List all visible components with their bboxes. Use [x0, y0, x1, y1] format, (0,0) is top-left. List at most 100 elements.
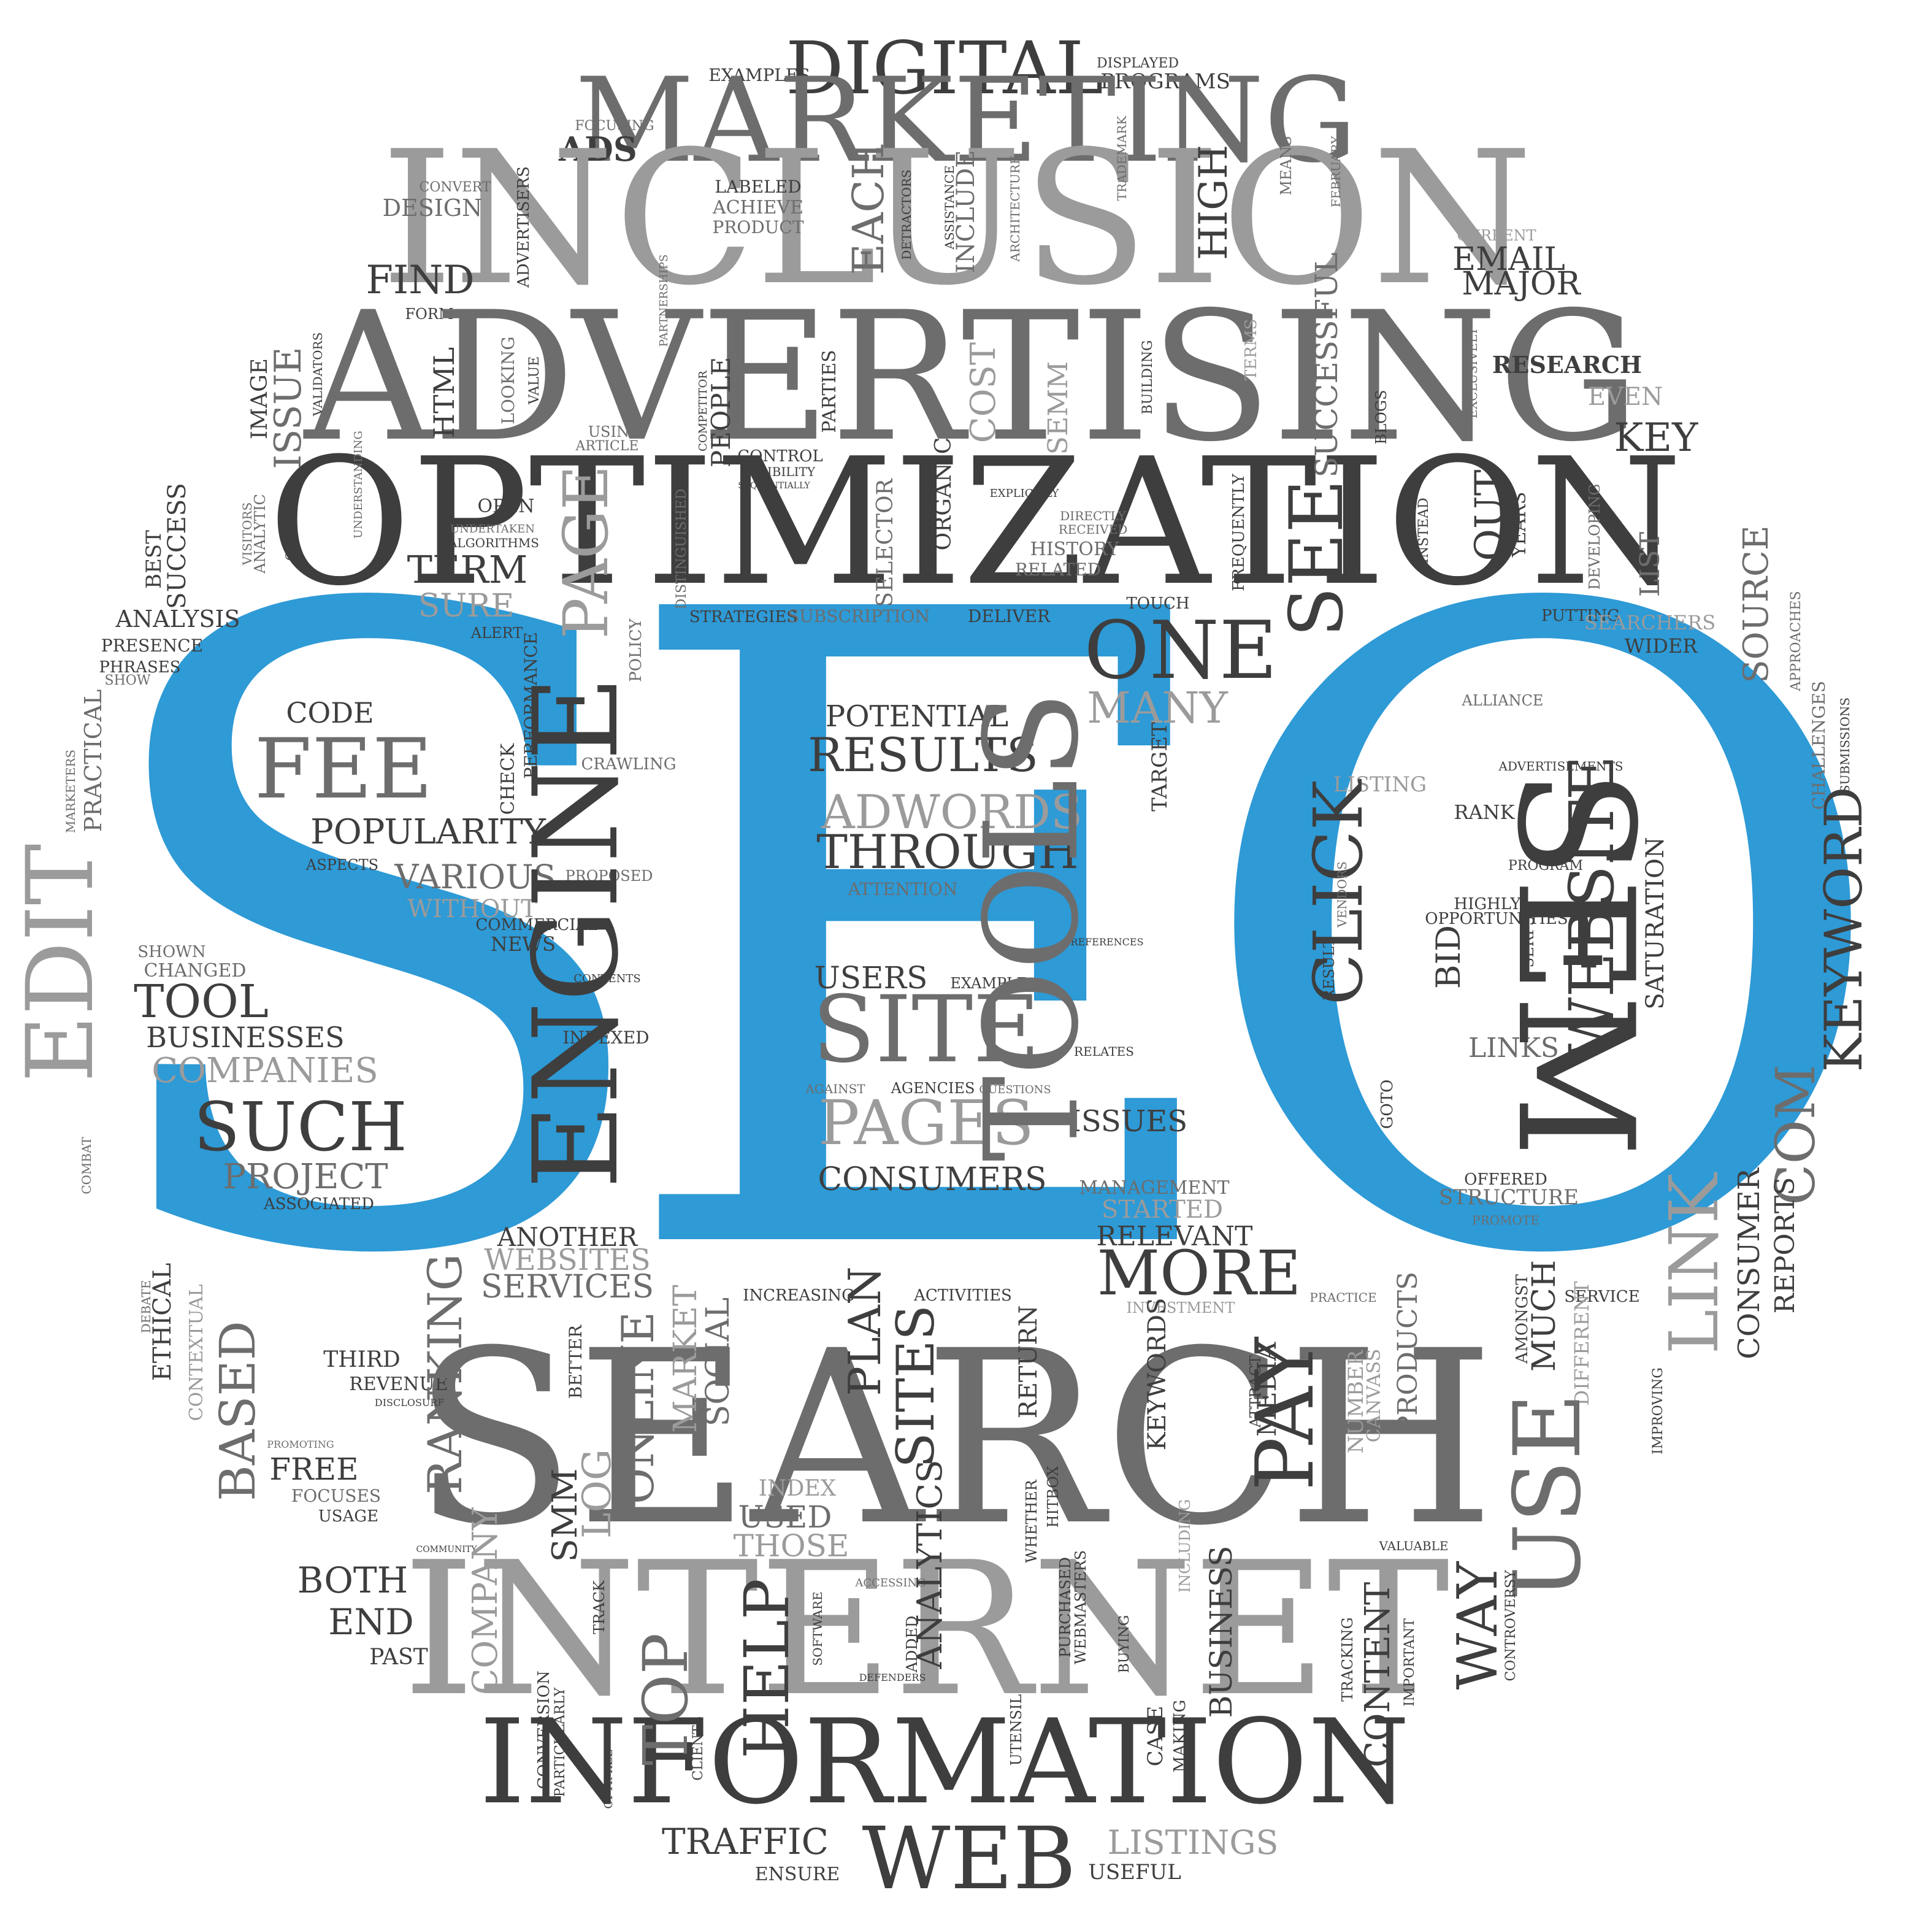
cloud-word-hitbox: HITBOX	[1045, 1466, 1062, 1528]
cloud-word-practical: PRACTICAL	[80, 690, 107, 832]
cloud-word-such: SUCH	[194, 1088, 407, 1166]
cloud-word-check: CHECK	[497, 743, 519, 815]
cloud-word-product: PRODUCT	[712, 217, 803, 237]
cloud-word-consumer: CONSUMER	[1732, 1167, 1766, 1359]
cloud-word-ensure: ENSURE	[755, 1864, 840, 1885]
cloud-word-frequently: FREQUENTLY	[1230, 473, 1248, 591]
cloud-word-source: SOURCE	[1736, 525, 1776, 683]
cloud-word-result: RESULT	[1321, 938, 1338, 1001]
cloud-word-understanding: UNDERSTANDING	[352, 431, 365, 539]
cloud-word-sites: SITES	[886, 1305, 946, 1468]
cloud-word-partnerships: PARTNERSHIPS	[657, 255, 670, 347]
cloud-word-useful: USEFUL	[1088, 1860, 1181, 1885]
cloud-word-undertaken: UNDERTAKEN	[450, 523, 535, 536]
cloud-word-successful: SUCCESSFUL	[1309, 252, 1344, 477]
cloud-word-companies: COMPANIES	[151, 1051, 378, 1091]
cloud-word-approaches: APPROACHES	[1788, 591, 1804, 691]
cloud-word-end: END	[328, 1601, 414, 1643]
cloud-word-value: VALUE	[527, 356, 542, 405]
cloud-word-added: ADDED	[903, 1616, 921, 1674]
cloud-word-terms: TERMS	[1242, 319, 1260, 380]
cloud-word-parties: PARTIES	[819, 350, 840, 432]
cloud-word-social: SOCIAL	[700, 1297, 737, 1427]
cloud-word-shown: SHOWN	[137, 943, 205, 961]
cloud-word-business: BUSINESS	[1203, 1546, 1239, 1718]
cloud-word-improving: IMPROVING	[1650, 1367, 1666, 1454]
cloud-word-history: HISTORY	[1030, 539, 1120, 560]
cloud-word-webmasters: WEBMASTERS	[1072, 1550, 1089, 1664]
cloud-word-promote: PROMOTE	[1472, 1213, 1539, 1228]
cloud-word-sequentially: SEQUENTIALLY	[738, 481, 810, 491]
cloud-word-presence: PRESENCE	[101, 636, 203, 656]
cloud-word-deliver: DELIVER	[968, 606, 1051, 626]
cloud-word-content: CONTENT	[1358, 1582, 1398, 1767]
cloud-word-organic: ORGANIC	[931, 437, 956, 551]
cloud-word-edit: EDIT	[7, 843, 114, 1082]
cloud-word-searchers: SEARCHERS	[1584, 611, 1715, 634]
cloud-word-index: INDEX	[759, 1476, 837, 1501]
cloud-word-contextual: CONTEXTUAL	[186, 1284, 207, 1421]
cloud-word-much: MUCH	[1526, 1260, 1563, 1372]
cloud-word-media: MEDIA	[1252, 1342, 1282, 1437]
cloud-word-blogs: BLOGS	[1373, 390, 1390, 445]
cloud-word-labeled: LABELED	[715, 177, 801, 197]
cloud-word-instead: INSTEAD	[1416, 498, 1432, 563]
cloud-word-combat: COMBAT	[79, 1137, 94, 1194]
cloud-word-market: MARKET	[667, 1285, 704, 1433]
cloud-word-out: OUT	[1467, 469, 1512, 561]
cloud-word-consumers: CONSUMERS	[818, 1161, 1046, 1198]
cloud-word-each: EACH	[843, 142, 894, 275]
cloud-word-even: EVEN	[1588, 383, 1663, 411]
cloud-word-exclusively: EXCLUSIVELY	[1465, 327, 1480, 418]
cloud-word-term: TERM	[407, 547, 528, 592]
cloud-word-structure: STRUCTURE	[1439, 1185, 1579, 1210]
cloud-word-controversy: CONTROVERSY	[1503, 1570, 1519, 1681]
cloud-word-bid: BID	[1429, 925, 1468, 989]
cloud-word-convert: CONVERT	[420, 180, 491, 195]
cloud-word-started: STARTED	[1102, 1196, 1223, 1224]
cloud-word-goto: GOTO	[1378, 1080, 1397, 1129]
cloud-word-success: SUCCESS	[163, 483, 191, 609]
cloud-word-businesses: BUSINESSES	[146, 1021, 344, 1054]
cloud-word-article: ARTICLE	[575, 439, 639, 454]
cloud-word-people: PEOPLE	[706, 357, 736, 467]
cloud-word-marketers: MARKETERS	[63, 750, 78, 833]
cloud-word-attention: ATTENTION	[848, 879, 958, 899]
cloud-word-third: THIRD	[323, 1347, 401, 1372]
cloud-word-submissions: SUBMISSIONS	[1838, 697, 1852, 793]
cloud-word-cloud: CLOUD	[283, 513, 297, 561]
cloud-word-focuses: FOCUSES	[291, 1486, 381, 1506]
cloud-word-looking: LOOKING	[498, 336, 518, 424]
cloud-word-wider: WIDER	[1625, 634, 1698, 658]
cloud-word-better: BETTER	[565, 1324, 586, 1399]
cloud-word-trademark: TRADEMARK	[1114, 115, 1129, 201]
cloud-word-issue: ISSUE	[267, 347, 310, 469]
cloud-word-web: WEB	[862, 1809, 1076, 1906]
cloud-word-explicitly: EXPLICITLY	[990, 487, 1060, 500]
cloud-word-buying: BUYING	[1117, 1615, 1132, 1674]
cloud-word-show: SHOW	[105, 673, 151, 688]
cloud-word-top: TOP	[630, 1633, 702, 1766]
cloud-word-different: DIFFERENT	[1570, 1281, 1593, 1406]
cloud-word-html: HTML	[427, 347, 461, 438]
cloud-word-keywords: KEYWORDS	[1143, 1298, 1171, 1451]
cloud-word-alliance: ALLIANCE	[1462, 692, 1544, 709]
cloud-word-free: FREE	[269, 1451, 358, 1487]
cloud-word-open: OPEN	[478, 496, 535, 517]
cloud-word-validators: VALIDATORS	[310, 332, 325, 417]
cloud-word-software: SOFTWARE	[810, 1592, 825, 1666]
cloud-word-keyword: KEYWORD	[1814, 786, 1874, 1072]
cloud-word-fee: FEE	[255, 721, 433, 817]
cloud-word-reports: REPORTS	[1769, 1177, 1801, 1314]
cloud-word-control: CONTROL	[737, 447, 822, 466]
cloud-word-vendors: VENDORS	[1335, 861, 1349, 928]
cloud-word-tools: TOOLS	[957, 691, 1107, 1162]
cloud-word-traffic: TRAFFIC	[662, 1821, 829, 1862]
cloud-word-listings: LISTINGS	[1108, 1823, 1279, 1862]
cloud-word-visibility: VISIBILITY	[745, 464, 816, 479]
cloud-word-making: MAKING	[1171, 1700, 1189, 1773]
cloud-word-conversion: CONVERSION	[535, 1670, 553, 1789]
cloud-word-website: WEBSITE	[1556, 756, 1628, 1061]
cloud-word-company: COMPANY	[466, 1507, 505, 1694]
